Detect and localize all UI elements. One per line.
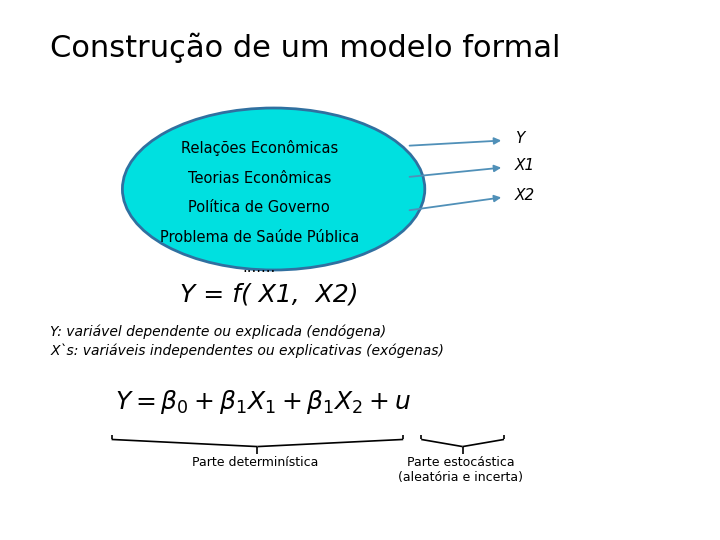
Ellipse shape <box>122 108 425 270</box>
Text: .......: ....... <box>243 260 276 275</box>
Text: Relações Econômicas: Relações Econômicas <box>181 140 338 157</box>
Text: Y: variável dependente ou explicada (endógena): Y: variável dependente ou explicada (end… <box>50 325 387 339</box>
Text: Parte determinística: Parte determinística <box>192 456 319 469</box>
Text: Teorias Econômicas: Teorias Econômicas <box>187 171 331 186</box>
Text: X1: X1 <box>515 158 535 173</box>
Text: Y: Y <box>515 131 524 146</box>
Text: X`s: variáveis independentes ou explicativas (exógenas): X`s: variáveis independentes ou explicat… <box>50 344 444 358</box>
Text: Problema de Saúde Pública: Problema de Saúde Pública <box>160 230 359 245</box>
Text: X2: X2 <box>515 188 535 203</box>
Text: Y = f( X1,  X2): Y = f( X1, X2) <box>180 282 359 306</box>
Text: Parte estocástica
(aleatória e incerta): Parte estocástica (aleatória e incerta) <box>398 456 523 484</box>
Text: Política de Governo: Política de Governo <box>189 200 330 215</box>
Text: $Y=\beta_0 + \beta_1 X_1 + \beta_1 X_2 + u$: $Y=\beta_0 + \beta_1 X_1 + \beta_1 X_2 +… <box>115 388 411 416</box>
Text: Construção de um modelo formal: Construção de um modelo formal <box>50 32 561 63</box>
